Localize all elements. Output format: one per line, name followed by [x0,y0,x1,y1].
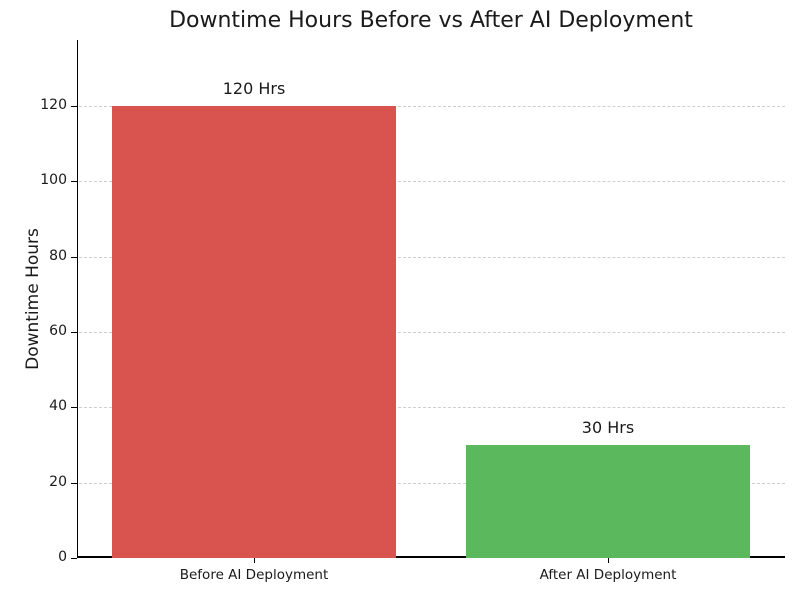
y-tick-mark-20 [71,482,77,484]
bar-value-label-1: 30 Hrs [581,417,635,437]
bar-0 [112,105,396,558]
y-tick-mark-100 [71,181,77,183]
y-tick-label-120: 120 [40,96,67,113]
gridline-100 [78,181,785,183]
gridline-120 [78,105,785,107]
chart-title: Downtime Hours Before vs After AI Deploy… [169,8,693,33]
y-tick-mark-40 [71,407,77,409]
bar-value-label-0: 120 Hrs [222,78,286,98]
y-tick-label-40: 40 [49,398,67,415]
y-tick-label-0: 0 [58,549,67,565]
y-tick-label-100: 100 [40,172,67,189]
x-tick-mark-1 [608,558,609,563]
x-tick-label-1: After AI Deployment [539,567,677,583]
gridline-80 [78,256,785,258]
bar-1 [466,444,750,558]
y-tick-mark-80 [71,256,77,258]
x-tick-mark-0 [254,558,255,563]
y-tick-mark-0 [71,558,77,559]
y-tick-label-80: 80 [49,247,67,264]
gridline-60 [78,331,785,333]
y-tick-label-60: 60 [49,322,67,339]
gridline-20 [78,482,785,484]
y-tick-label-20: 20 [49,473,67,490]
gridline-40 [78,407,785,409]
y-tick-mark-60 [71,331,77,333]
y-tick-mark-120 [71,105,77,107]
x-tick-label-0: Before AI Deployment [179,567,329,583]
plot-area [77,40,785,558]
